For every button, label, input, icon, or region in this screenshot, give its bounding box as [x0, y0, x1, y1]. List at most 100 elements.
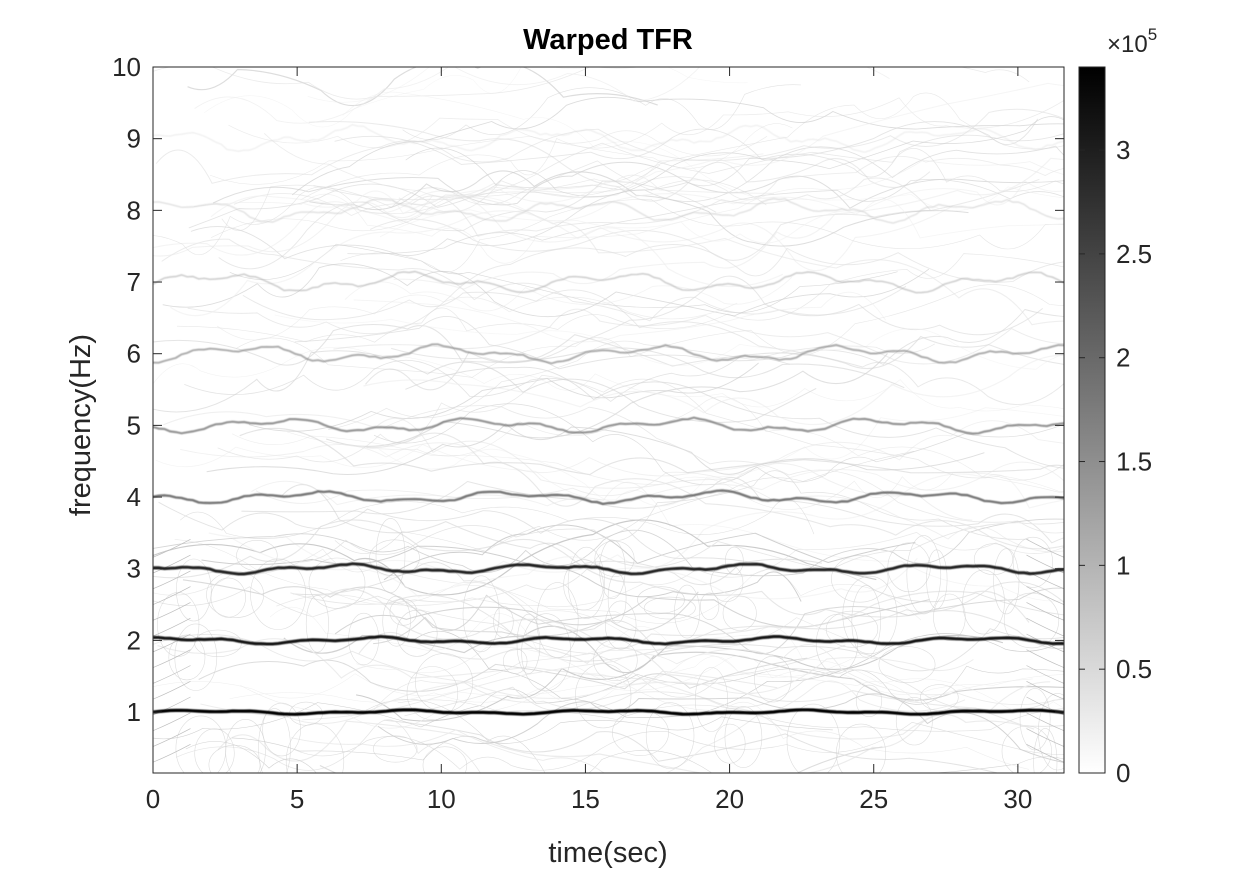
- texture-line: [155, 444, 1064, 602]
- texture-line: [255, 471, 1064, 553]
- texture-arc: [493, 606, 514, 638]
- colorbar-ticks: 0 0.5 1 1.5 2 2.5 3: [1079, 135, 1152, 788]
- texture-arc: [225, 719, 266, 773]
- texture-line: [302, 82, 1064, 215]
- texture-line: [300, 97, 1064, 201]
- edge-artifact-left: [153, 538, 191, 558]
- edge-artifact-right: [1026, 602, 1064, 621]
- texture-line: [179, 498, 815, 539]
- texture-line: [383, 524, 916, 581]
- texture-line: [251, 461, 1064, 507]
- y-tick-label-8: 9: [127, 124, 141, 154]
- texture-arc: [643, 596, 696, 620]
- y-tick-label-9: 10: [112, 52, 141, 82]
- texture-arc: [831, 555, 889, 603]
- texture-line: [239, 427, 1064, 476]
- edge-artifact-left: [153, 570, 191, 590]
- texture-arc: [694, 667, 728, 732]
- texture-line: [187, 67, 658, 107]
- texture-line: [193, 159, 1064, 264]
- colorbar-tick-label-0: 0: [1116, 758, 1130, 788]
- texture-arc: [503, 648, 528, 674]
- texture-line: [221, 160, 767, 231]
- ridge-5hz: [153, 416, 1064, 435]
- texture-line: [163, 411, 973, 521]
- texture-line: [373, 587, 1064, 655]
- texture-line: [377, 693, 1064, 763]
- edge-artifact-right: [1026, 538, 1064, 558]
- texture-line: [204, 67, 748, 128]
- texture-line: [353, 291, 886, 343]
- texture-line: [274, 314, 1064, 370]
- texture-arc: [285, 723, 345, 773]
- texture-arc: [637, 586, 685, 614]
- texture-line: [158, 501, 1064, 616]
- ridge-6hz: [153, 343, 1064, 365]
- texture-arc: [851, 585, 881, 658]
- texture-line: [347, 178, 1064, 255]
- texture-line: [174, 539, 922, 624]
- texture-arc: [906, 535, 942, 615]
- texture-arc: [375, 518, 406, 594]
- x-tick-label-2: 10: [427, 784, 456, 814]
- edge-artifact-left: [153, 680, 191, 700]
- texture-line: [334, 451, 915, 554]
- texture-line: [294, 721, 1064, 771]
- edge-artifact-right: [1026, 743, 1064, 763]
- texture-line: [405, 116, 1064, 197]
- texture-line: [170, 210, 784, 317]
- texture-line: [155, 108, 1064, 184]
- plot-frame: [152, 66, 1065, 774]
- colorbar-tick-label-3: 1.5: [1116, 447, 1152, 477]
- texture-arc: [926, 549, 948, 609]
- texture-arc: [563, 559, 604, 611]
- edge-artifact-left: [153, 649, 191, 668]
- texture-arc: [208, 744, 261, 773]
- y-tick-label-4: 5: [127, 410, 141, 440]
- texture-arc: [722, 595, 757, 631]
- texture-line: [153, 665, 1064, 740]
- edge-artifact-left: [153, 665, 191, 684]
- texture-line: [217, 374, 1064, 481]
- texture-arc: [168, 634, 206, 681]
- texture-line: [398, 194, 1064, 326]
- texture-arc: [645, 702, 695, 769]
- texture-arc: [210, 577, 246, 618]
- edge-artifact-right: [1026, 554, 1064, 574]
- texture-line: [180, 420, 1064, 477]
- texture-line: [356, 634, 1004, 722]
- y-axis: 1 2 3 4 5 6 7 8 9 10: [112, 52, 1064, 727]
- texture-arc: [855, 684, 883, 718]
- colorbar-tick-label-1: 0.5: [1116, 654, 1152, 684]
- y-tick-label-7: 8: [127, 195, 141, 225]
- texture-line: [248, 362, 759, 432]
- texture-line: [210, 123, 793, 185]
- texture-arc: [919, 684, 959, 711]
- texture-line: [153, 518, 1064, 577]
- texture-line: [344, 276, 793, 312]
- edge-artifact-left: [153, 696, 191, 716]
- edge-artifact-right: [1026, 617, 1064, 637]
- texture-line: [371, 617, 863, 714]
- colorbar-exponent-power: 5: [1148, 25, 1157, 44]
- texture-line: [235, 284, 1064, 378]
- tfr-ridges: [153, 124, 1064, 716]
- edge-artifact-left: [153, 617, 191, 637]
- ridge-1hz: [153, 708, 1064, 716]
- texture-arc: [575, 663, 632, 729]
- texture-arc: [754, 655, 792, 703]
- texture-arc: [724, 706, 763, 768]
- texture-arc: [369, 539, 420, 577]
- texture-line: [281, 484, 823, 586]
- texture-arc: [1038, 693, 1064, 771]
- texture-arc: [250, 558, 307, 630]
- y-tick-label-2: 3: [127, 554, 141, 584]
- x-tick-label-6: 30: [1003, 784, 1032, 814]
- texture-arc: [1033, 728, 1058, 773]
- colorbar-tick-label-2: 1: [1116, 550, 1130, 580]
- texture-line: [333, 308, 1064, 365]
- colorbar-tick-label-6: 3: [1116, 135, 1130, 165]
- texture-line: [383, 719, 1000, 773]
- texture-arc: [516, 613, 541, 674]
- x-axis: 0 5 10 15 20 25 30: [146, 67, 1032, 814]
